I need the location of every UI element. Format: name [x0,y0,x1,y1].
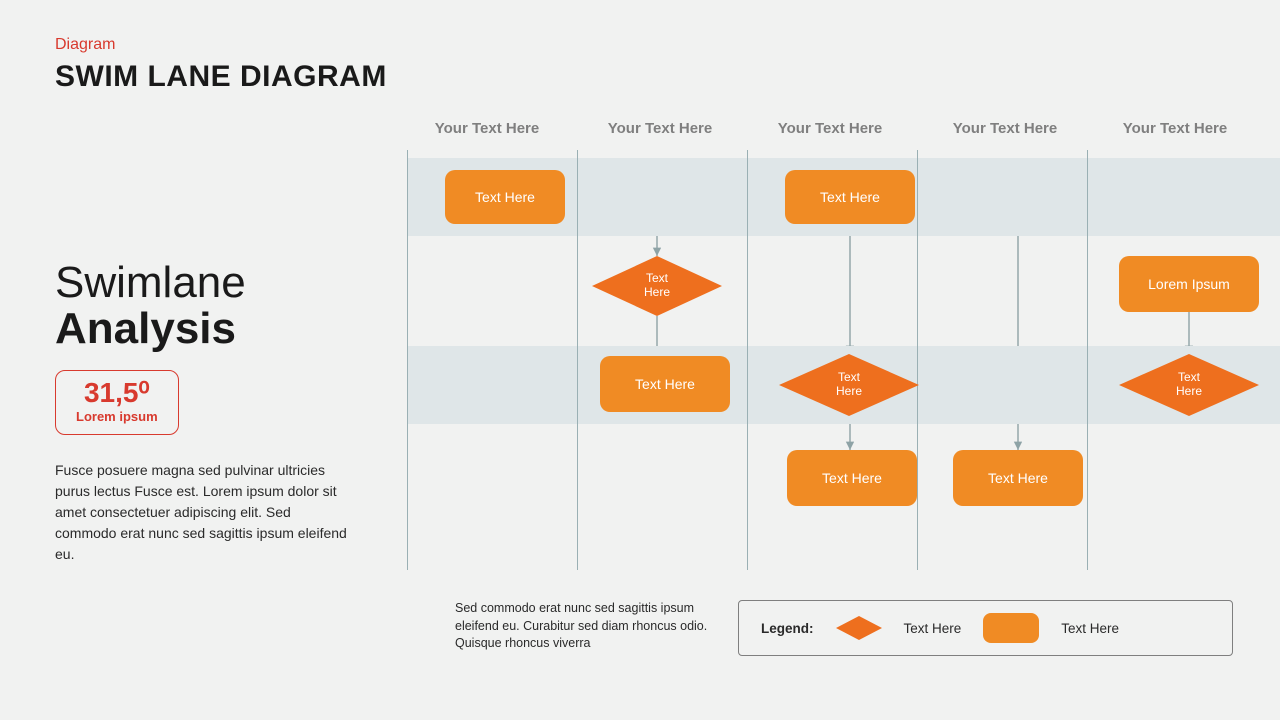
metric-value: 31,5⁰ [76,379,158,407]
decision-label: TextHere [836,371,862,399]
legend-diamond-text: Text Here [904,621,962,636]
legend-box-icon [983,613,1039,643]
process-box: Text Here [787,450,917,506]
metric-pill: 31,5⁰ Lorem ipsum [55,370,179,435]
decision-label: TextHere [1176,371,1202,399]
side-heading-line2: Analysis [55,304,236,353]
lane-divider [407,150,408,570]
lane-divider [577,150,578,570]
legend-diamond-icon [836,616,882,640]
column-header: Your Text Here [407,120,567,137]
swimlane-chart: Text Here TextHere Text Here Text Here TextH… [407,150,1280,570]
eyebrow: Diagram [55,36,115,54]
process-box: Text Here [785,170,915,224]
decision-diamond: TextHere [1119,354,1259,416]
decision-diamond: TextHere [779,354,919,416]
legend-box-text: Text Here [1061,621,1119,636]
column-header: Your Text Here [580,120,740,137]
decision-diamond: TextHere [592,256,722,316]
process-box: Text Here [600,356,730,412]
metric-sub: Lorem ipsum [76,409,158,424]
column-header: Your Text Here [750,120,910,137]
side-heading-line1: Swimlane [55,258,246,307]
legend: Legend: Text Here Text Here [738,600,1233,656]
page-title: SWIM LANE DIAGRAM [55,60,387,94]
process-box: Text Here [953,450,1083,506]
column-header: Your Text Here [925,120,1085,137]
decision-label: TextHere [644,272,670,300]
process-box: Text Here [445,170,565,224]
lane-divider [1087,150,1088,570]
column-header: Your Text Here [1095,120,1255,137]
process-box: Lorem Ipsum [1119,256,1259,312]
side-heading: Swimlane Analysis [55,260,246,352]
legend-label: Legend: [761,621,814,636]
lane-divider [747,150,748,570]
side-paragraph: Fusce posuere magna sed pulvinar ultrici… [55,460,355,565]
footer-note: Sed commodo erat nunc sed sagittis ipsum… [455,600,710,653]
